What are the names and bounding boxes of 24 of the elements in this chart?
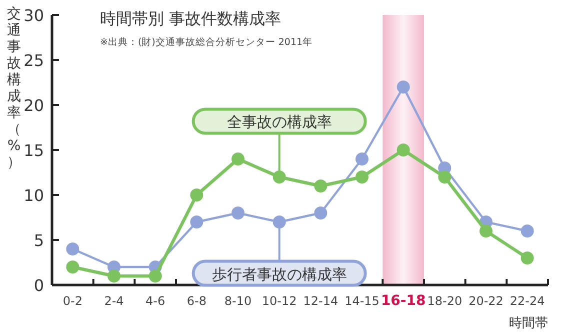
x-tick-label: 16-18 xyxy=(380,293,426,309)
x-tick-label: 12-14 xyxy=(303,294,338,308)
y-tick-label: 20 xyxy=(24,96,44,115)
series-label: 全事故の構成率 xyxy=(226,113,332,132)
x-tick-label: 6-8 xyxy=(186,294,206,308)
y-tick-label: 0 xyxy=(34,276,44,295)
x-tick-label: 22-24 xyxy=(510,294,545,308)
x-tick-label: 2-4 xyxy=(104,294,124,308)
chart-title: 時間帯別 事故件数構成率 xyxy=(100,9,282,28)
y-tick-label: 30 xyxy=(24,6,44,25)
x-tick-label: 18-20 xyxy=(427,294,462,308)
annotation: ※出典：(財)交通事故総合分析センター 2011年 xyxy=(100,36,313,48)
x-tick-label: 0-2 xyxy=(62,294,82,308)
x-tick-label: 4-6 xyxy=(146,294,166,308)
x-axis-title: 時間帯 xyxy=(509,316,548,331)
text: 交通事故構成率（%） xyxy=(7,6,21,170)
x-tick-label: 20-22 xyxy=(468,294,504,308)
x-tick-label: 8-10 xyxy=(224,294,252,308)
y-tick-label: 5 xyxy=(34,231,44,250)
y-tick-label: 10 xyxy=(24,186,44,205)
x-tick-label: 14-15 xyxy=(344,294,380,308)
y-tick-label: 15 xyxy=(24,141,44,160)
y-tick-label: 25 xyxy=(24,51,44,70)
x-tick-label: 10-12 xyxy=(262,294,297,308)
